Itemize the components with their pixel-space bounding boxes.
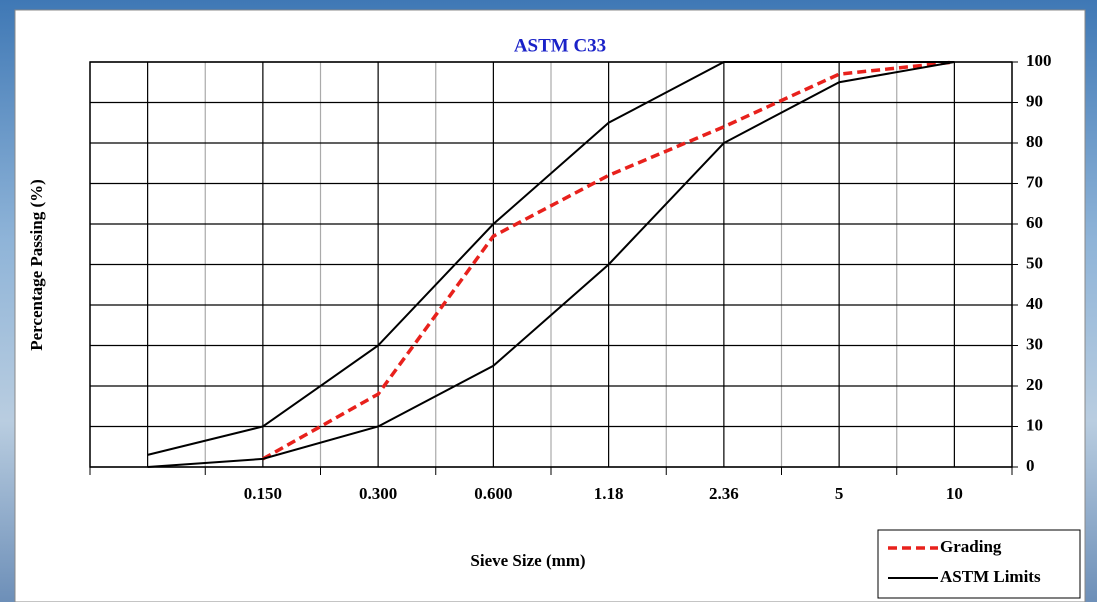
x-tick-label: 1.18 xyxy=(594,484,624,503)
y-tick-label: 40 xyxy=(1026,294,1043,313)
y-tick-label: 70 xyxy=(1026,172,1043,191)
y-axis-label: Percentage Passing (%) xyxy=(27,179,46,351)
x-tick-label: 10 xyxy=(946,484,963,503)
x-tick-label: 2.36 xyxy=(709,484,739,503)
legend-label: ASTM Limits xyxy=(940,567,1041,586)
chart-title: ASTM C33 xyxy=(514,35,606,56)
y-tick-label: 0 xyxy=(1026,456,1035,475)
data-line xyxy=(147,61,955,456)
x-tick-label: 5 xyxy=(835,484,844,503)
y-tick-label: 20 xyxy=(1026,375,1043,394)
y-tick-label: 100 xyxy=(1026,51,1052,70)
legend xyxy=(877,529,1081,599)
x-axis-label: Sieve Size (mm) xyxy=(470,551,585,570)
x-tick-label: 0.600 xyxy=(474,484,512,503)
y-tick-label: 80 xyxy=(1026,132,1043,151)
x-tick-label: 0.150 xyxy=(244,484,282,503)
chart-panel xyxy=(14,9,1086,602)
data-line xyxy=(262,60,955,461)
x-tick-label: 0.300 xyxy=(359,484,397,503)
y-tick-label: 30 xyxy=(1026,334,1043,353)
y-tick-label: 10 xyxy=(1026,415,1043,434)
data-line xyxy=(147,61,955,468)
y-tick-label: 60 xyxy=(1026,213,1043,232)
y-tick-label: 50 xyxy=(1026,253,1043,272)
y-tick-label: 90 xyxy=(1026,91,1043,110)
legend-label: Grading xyxy=(940,537,1002,556)
